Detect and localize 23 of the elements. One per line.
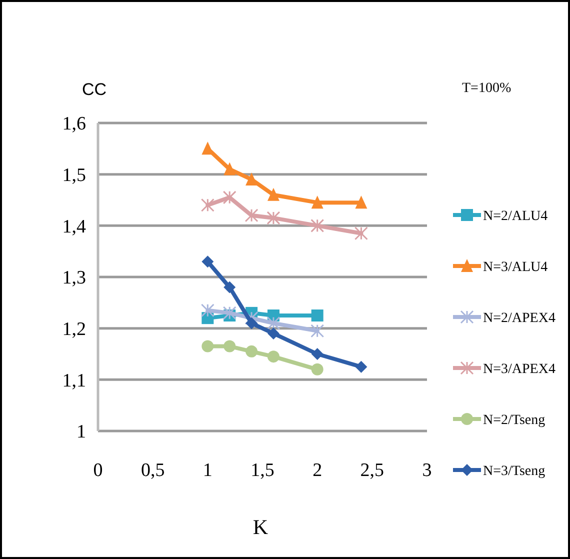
x-tick-label: 0,5 <box>140 460 165 481</box>
y-tick-label: 1,4 <box>62 216 86 238</box>
legend-label: N=2/APEX4 <box>483 310 556 326</box>
legend-label: N=3/ALU4 <box>483 260 548 275</box>
y-axis-title: CC <box>82 80 107 99</box>
x-tick-label: 1 <box>202 460 212 481</box>
y-tick-label: 1 <box>76 422 86 443</box>
y-tick-label: 1,2 <box>62 318 86 340</box>
legend-label: N=3/Tseng <box>483 464 546 479</box>
y-tick-label: 1,6 <box>62 114 86 135</box>
x-tick-label: 3 <box>422 460 432 481</box>
text: T=100% <box>462 81 512 96</box>
y-tick-label: 1,1 <box>62 370 86 392</box>
y-tick-label: 1,3 <box>62 268 86 289</box>
legend-label: N=3/APEX4 <box>483 362 556 377</box>
y-tick-label: 1,5 <box>62 164 86 186</box>
legend-label: N=2/ALU4 <box>483 208 548 224</box>
x-tick-label: 2,5 <box>360 460 384 481</box>
x-tick-label: 2 <box>312 460 322 481</box>
x-axis-title: K <box>252 515 268 539</box>
x-tick-label: 1,5 <box>250 460 274 481</box>
legend-label: N=2/Tseng <box>483 412 546 428</box>
x-tick-label: 0 <box>93 460 103 481</box>
